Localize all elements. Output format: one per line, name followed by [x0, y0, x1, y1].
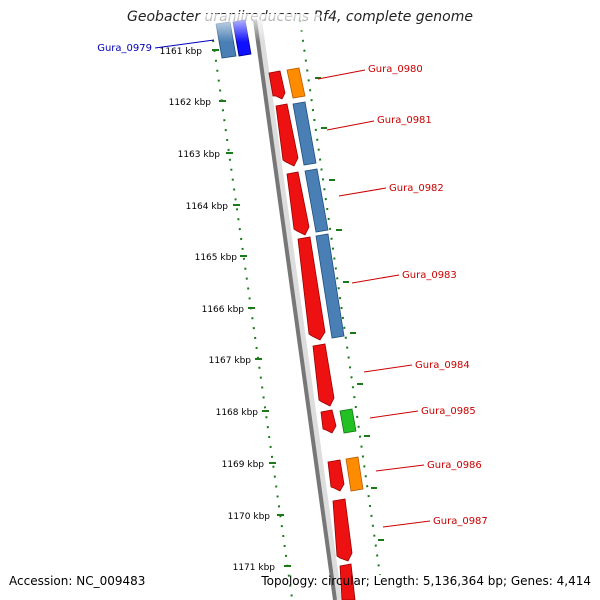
ruler-label: 1171 kbp — [233, 563, 276, 573]
ruler-label: 1162 kbp — [169, 98, 212, 108]
outer-ring-ticks — [315, 77, 384, 541]
ruler-tick: 1163 kbp — [178, 150, 233, 160]
accession-text: Accession: NC_009483 — [9, 574, 146, 588]
gene-label-gura-0986[interactable]: Gura_0986 — [427, 460, 482, 471]
ruler-label: 1167 kbp — [209, 356, 252, 366]
outer-ring-dotted — [299, 19, 381, 576]
gene-label-gura-0981[interactable]: Gura_0981 — [377, 115, 432, 126]
gene-partial-bottom[interactable] — [339, 563, 356, 600]
gene-callout-lines — [154, 39, 431, 528]
gene-label-gura-0987[interactable]: Gura_0987 — [433, 516, 488, 527]
ruler-tick: 1166 kbp — [202, 305, 255, 315]
backbone-line — [253, 19, 337, 600]
gene-gura-0985-red[interactable] — [320, 409, 337, 434]
inner-ring-dotted — [212, 39, 293, 599]
ruler-label: 1168 kbp — [216, 408, 259, 418]
gene-features — [215, 19, 364, 600]
backbone-line-shadow — [254, 19, 342, 600]
gene-gura-0986-orange[interactable] — [345, 456, 364, 492]
ruler-label: 1164 kbp — [186, 202, 229, 212]
gene-gura-0987-red[interactable] — [332, 498, 353, 562]
gene-label-gura-0982[interactable]: Gura_0982 — [389, 183, 444, 194]
ruler-tick: 1169 kbp — [222, 460, 276, 470]
gene-label-gura-0985[interactable]: Gura_0985 — [421, 406, 476, 417]
ruler-label: 1163 kbp — [178, 150, 221, 160]
genome-summary-text: Topology: circular; Length: 5,136,364 bp… — [261, 574, 591, 588]
ruler-tick: 1165 kbp — [195, 253, 247, 263]
gene-gura-0984-red[interactable] — [312, 343, 335, 407]
gene-gura-0986-red[interactable] — [327, 459, 345, 492]
ruler-label: 1161 kbp — [160, 47, 203, 57]
ruler-tick: 1171 kbp — [233, 563, 291, 573]
gene-labels: Gura_0979 Gura_0980 Gura_0981 Gura_0982 … — [97, 43, 488, 527]
ruler-label: 1169 kbp — [222, 460, 265, 470]
gene-gura-0980-red[interactable] — [268, 70, 286, 100]
gene-label-gura-0983[interactable]: Gura_0983 — [402, 270, 457, 281]
ruler-tick: 1161 kbp — [160, 47, 219, 57]
ruler-label: 1166 kbp — [202, 305, 245, 315]
gene-gura-0983-red[interactable] — [297, 236, 326, 341]
gene-gura-0982-steel[interactable] — [304, 168, 329, 233]
gene-gura-0980-orange[interactable] — [286, 67, 306, 99]
ruler-label: 1170 kbp — [228, 512, 271, 522]
gene-gura-0985-green[interactable] — [339, 408, 357, 434]
ruler-label: 1165 kbp — [195, 253, 238, 263]
ruler-tick: 1162 kbp — [169, 98, 226, 108]
gene-gura-0982-red[interactable] — [286, 171, 310, 236]
gene-label-gura-0980[interactable]: Gura_0980 — [368, 64, 423, 75]
ruler-tick: 1168 kbp — [216, 408, 269, 418]
gene-gura-0981-red[interactable] — [275, 103, 299, 167]
gene-gura-0981-steel[interactable] — [292, 101, 317, 166]
ruler-tick: 1167 kbp — [209, 356, 262, 366]
ruler-tick: 1164 kbp — [186, 202, 240, 212]
ruler: 1161 kbp 1162 kbp 1163 kbp 1164 kbp 1165… — [160, 47, 291, 573]
ruler-tick: 1170 kbp — [228, 512, 284, 522]
gene-gura-0983-steel[interactable] — [315, 233, 345, 339]
gene-label-gura-0979[interactable]: Gura_0979 — [97, 43, 152, 54]
gene-label-gura-0984[interactable]: Gura_0984 — [415, 360, 470, 371]
